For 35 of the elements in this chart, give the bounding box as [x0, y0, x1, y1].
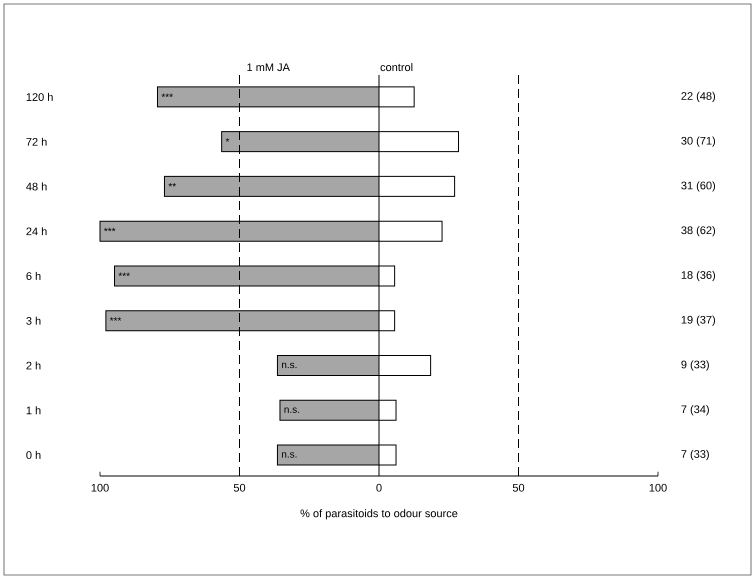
text: 7 (33): [681, 450, 709, 460]
series-label: control: [380, 63, 412, 72]
annotation: **: [168, 182, 176, 187]
x-tick-label: 50: [512, 484, 524, 492]
text: 30 (71): [681, 136, 716, 147]
text: 19 (37): [682, 316, 716, 326]
y-tick-label: 0 h: [26, 450, 40, 459]
text: 38 (62): [681, 226, 716, 236]
text: 31 (60): [681, 181, 716, 192]
x-tick-label: 50: [234, 484, 246, 492]
y-tick-label: 3 h: [26, 316, 40, 325]
annotation: ***: [110, 317, 122, 321]
y-tick-label: 24 h: [26, 227, 47, 236]
annotation: n.s.: [282, 452, 297, 458]
text: 7 (34): [681, 405, 709, 416]
series-label: 1 mM JA: [247, 63, 290, 72]
x-tick-label: 100: [92, 484, 109, 492]
x-axis-title: % of parasitoids to odour source: [300, 509, 458, 520]
y-tick-label: 48 h: [26, 182, 47, 190]
annotation: ***: [104, 228, 116, 232]
x-tick-label: 100: [650, 484, 667, 492]
annotation: ***: [118, 272, 130, 276]
y-tick-label: 72 h: [26, 138, 47, 146]
x-tick-label: 0: [376, 484, 382, 492]
y-tick-label: 1 h: [26, 406, 40, 414]
annotation: ***: [162, 93, 173, 97]
y-tick-label: 2 h: [26, 361, 40, 370]
annotation: n.s.: [282, 362, 297, 368]
y-tick-label: 120 h: [26, 92, 53, 101]
text: 22 (48): [681, 92, 716, 102]
text: 18 (36): [682, 270, 716, 282]
annotation: n.s.: [284, 407, 300, 413]
y-tick-label: 6 h: [26, 272, 40, 280]
annotation: *: [226, 138, 230, 142]
text: 9 (33): [681, 360, 709, 371]
